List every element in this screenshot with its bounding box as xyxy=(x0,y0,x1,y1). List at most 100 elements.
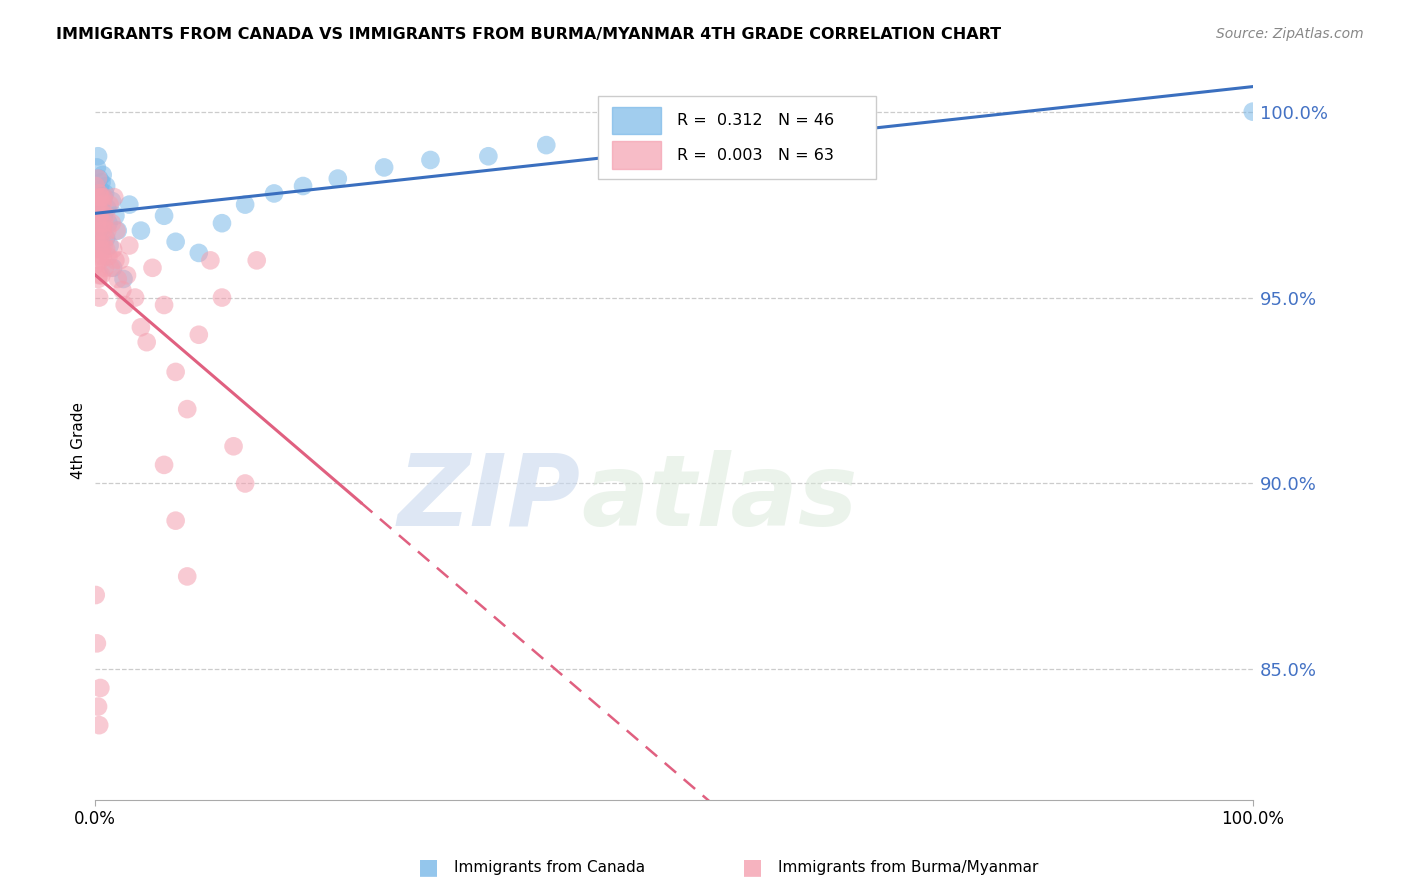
Point xyxy=(153,458,176,472)
Point xyxy=(96,224,118,238)
Point xyxy=(246,253,269,268)
Point xyxy=(111,283,134,297)
Point xyxy=(89,231,111,245)
Point xyxy=(373,161,395,175)
Point xyxy=(87,272,110,286)
Text: Immigrants from Canada: Immigrants from Canada xyxy=(454,860,645,874)
Point xyxy=(84,231,107,245)
Point xyxy=(124,291,146,305)
Point xyxy=(96,202,118,216)
Point xyxy=(89,212,111,227)
Point xyxy=(93,190,115,204)
Point xyxy=(115,268,138,283)
Point xyxy=(94,231,117,245)
Point xyxy=(222,439,245,453)
Point xyxy=(96,231,118,245)
Point xyxy=(90,190,112,204)
Point xyxy=(101,260,124,275)
Point xyxy=(89,235,111,249)
Point xyxy=(101,216,124,230)
Point xyxy=(153,209,176,223)
Point xyxy=(89,186,111,201)
Point xyxy=(165,514,187,528)
Point xyxy=(89,202,111,216)
Point xyxy=(1241,104,1264,119)
Point xyxy=(89,291,111,305)
Point xyxy=(165,235,187,249)
Point xyxy=(97,216,120,230)
Point xyxy=(107,224,129,238)
Point xyxy=(84,588,107,602)
Point xyxy=(98,197,121,211)
Point xyxy=(96,179,118,194)
Point xyxy=(419,153,441,167)
Point xyxy=(104,209,127,223)
Point xyxy=(103,190,125,204)
Point xyxy=(233,476,256,491)
Point xyxy=(94,260,117,275)
Point xyxy=(91,168,114,182)
Point xyxy=(129,224,152,238)
Point xyxy=(96,242,118,256)
Text: R =  0.003   N = 63: R = 0.003 N = 63 xyxy=(678,147,834,162)
Point xyxy=(108,253,131,268)
Point xyxy=(176,402,198,417)
Point xyxy=(118,238,141,252)
Point xyxy=(89,209,111,223)
Point xyxy=(87,224,110,238)
Point xyxy=(93,216,115,230)
Point xyxy=(89,205,111,219)
Point xyxy=(89,238,111,252)
Point xyxy=(90,197,112,211)
Point xyxy=(97,250,120,264)
Point xyxy=(141,260,163,275)
Point xyxy=(89,681,111,695)
Point xyxy=(87,171,110,186)
Text: IMMIGRANTS FROM CANADA VS IMMIGRANTS FROM BURMA/MYANMAR 4TH GRADE CORRELATION CH: IMMIGRANTS FROM CANADA VS IMMIGRANTS FRO… xyxy=(56,27,1001,42)
Point xyxy=(263,186,285,201)
Point xyxy=(90,268,112,283)
Point xyxy=(153,298,176,312)
Point xyxy=(616,130,638,145)
Point xyxy=(86,242,108,256)
Point xyxy=(91,224,114,238)
Point xyxy=(187,246,209,260)
Point xyxy=(86,216,108,230)
Point xyxy=(86,161,108,175)
Point xyxy=(94,186,117,201)
Point xyxy=(129,320,152,334)
Point xyxy=(90,242,112,256)
Point xyxy=(104,253,127,268)
Point xyxy=(697,123,720,137)
Point xyxy=(233,197,256,211)
Point xyxy=(89,268,111,283)
Point xyxy=(211,291,233,305)
Point xyxy=(86,209,108,223)
Point xyxy=(86,190,108,204)
Text: ZIP: ZIP xyxy=(398,450,581,547)
Point xyxy=(165,365,187,379)
Point xyxy=(86,636,108,650)
Point xyxy=(96,209,118,223)
Point xyxy=(89,190,111,204)
Point xyxy=(87,699,110,714)
Point xyxy=(87,197,110,211)
Point xyxy=(91,197,114,211)
Point xyxy=(93,209,115,223)
Point xyxy=(200,253,222,268)
Point xyxy=(89,183,111,197)
Point xyxy=(84,179,107,194)
Point xyxy=(90,216,112,230)
Point xyxy=(91,219,114,234)
Point xyxy=(176,569,198,583)
Point xyxy=(100,260,122,275)
Point xyxy=(98,238,121,252)
Point xyxy=(90,175,112,189)
Point xyxy=(87,197,110,211)
Point xyxy=(87,149,110,163)
Text: Source: ZipAtlas.com: Source: ZipAtlas.com xyxy=(1216,27,1364,41)
Point xyxy=(101,194,124,208)
Y-axis label: 4th Grade: 4th Grade xyxy=(72,402,86,479)
Point xyxy=(87,224,110,238)
Point xyxy=(118,197,141,211)
